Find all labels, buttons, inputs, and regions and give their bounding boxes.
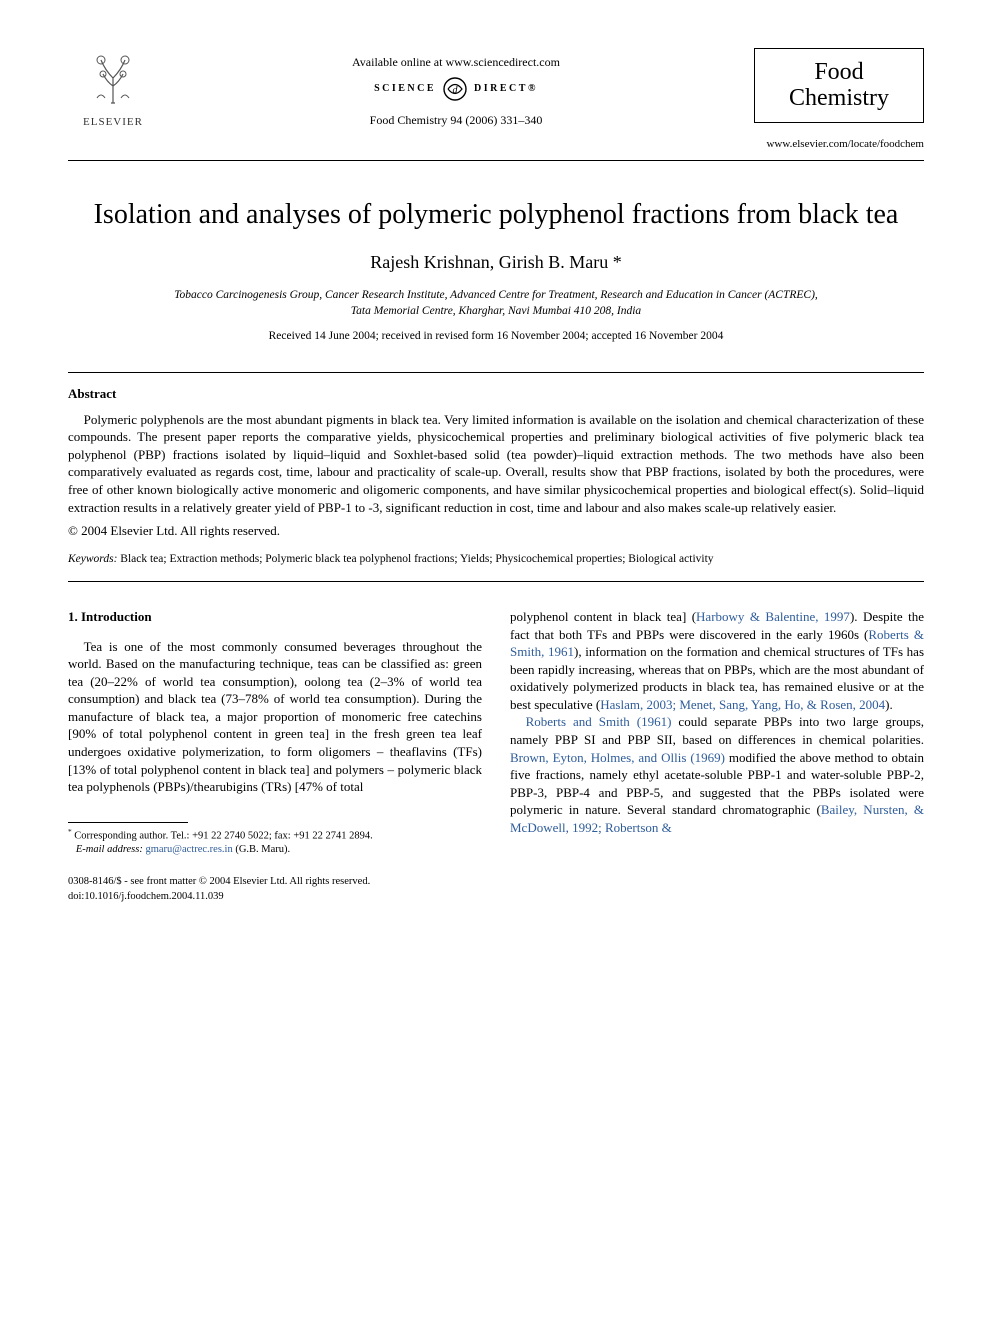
header-center: Available online at www.sciencedirect.co… <box>158 48 754 128</box>
publisher-label: ELSEVIER <box>68 115 158 130</box>
available-online-text: Available online at www.sciencedirect.co… <box>158 54 754 70</box>
paper-title: Isolation and analyses of polymeric poly… <box>68 197 924 232</box>
publisher-logo-block: ELSEVIER <box>68 48 158 129</box>
keywords-line: Keywords: Black tea; Extraction methods;… <box>68 552 924 568</box>
affiliation-line2: Tata Memorial Centre, Kharghar, Navi Mum… <box>351 305 641 317</box>
body-columns: 1. Introduction Tea is one of the most c… <box>68 608 924 857</box>
section-1-heading: 1. Introduction <box>68 608 482 626</box>
email-tail: (G.B. Maru). <box>233 844 290 855</box>
journal-title-line1: Food <box>761 59 917 85</box>
affiliation: Tobacco Carcinogenesis Group, Cancer Res… <box>68 287 924 319</box>
sciencedirect-wordmark: SCIENCE d DIRECT® <box>158 76 754 102</box>
header-rule <box>68 160 924 161</box>
r1a: polyphenol content in black tea] ( <box>510 609 696 624</box>
keywords-text: Black tea; Extraction methods; Polymeric… <box>117 553 713 565</box>
svg-text:d: d <box>453 85 459 96</box>
journal-locate-url: www.elsevier.com/locate/foodchem <box>68 137 924 152</box>
journal-title-box: Food Chemistry <box>754 48 924 123</box>
doi-line: doi:10.1016/j.foodchem.2004.11.039 <box>68 890 924 904</box>
abstract-top-rule <box>68 372 924 373</box>
corr-author-text: Corresponding author. Tel.: +91 22 2740 … <box>74 830 372 841</box>
corresponding-author-footnote: * Corresponding author. Tel.: +91 22 274… <box>68 827 482 844</box>
journal-header: ELSEVIER Available online at www.science… <box>68 48 924 129</box>
sd-left: SCIENCE <box>374 82 436 96</box>
article-dates: Received 14 June 2004; received in revis… <box>68 329 924 345</box>
journal-box-wrap: Food Chemistry <box>754 48 924 123</box>
affiliation-line1: Tobacco Carcinogenesis Group, Cancer Res… <box>174 289 818 301</box>
abstract-heading: Abstract <box>68 385 924 403</box>
authors: Rajesh Krishnan, Girish B. Maru * <box>68 250 924 274</box>
email-footnote: E-mail address: gmaru@actrec.res.in (G.B… <box>68 843 482 857</box>
ref-roberts-1961b[interactable]: Roberts and Smith (1961) <box>526 714 672 729</box>
sciencedirect-swirl-icon: d <box>442 76 468 102</box>
corr-star-icon: * <box>68 827 72 836</box>
r1d: ). <box>885 697 893 712</box>
journal-title-line2: Chemistry <box>761 85 917 111</box>
intro-paragraph-right-2: Roberts and Smith (1961) could separate … <box>510 713 924 836</box>
ref-harbowy[interactable]: Harbowy & Balentine, 1997 <box>696 609 850 624</box>
email-label: E-mail address: <box>76 844 143 855</box>
keywords-label: Keywords: <box>68 553 117 565</box>
right-column: polyphenol content in black tea] (Harbow… <box>510 608 924 857</box>
footer-meta: 0308-8146/$ - see front matter © 2004 El… <box>68 875 924 903</box>
abstract-body: Polymeric polyphenols are the most abund… <box>68 411 924 516</box>
left-column: 1. Introduction Tea is one of the most c… <box>68 608 482 857</box>
abstract-copyright: © 2004 Elsevier Ltd. All rights reserved… <box>68 522 924 540</box>
email-link[interactable]: gmaru@actrec.res.in <box>145 844 232 855</box>
footnote-rule <box>68 822 188 823</box>
ref-brown-1969[interactable]: Brown, Eyton, Holmes, and Ollis (1969) <box>510 750 725 765</box>
intro-paragraph-right-1: polyphenol content in black tea] (Harbow… <box>510 608 924 713</box>
ref-haslam-menet[interactable]: Haslam, 2003; Menet, Sang, Yang, Ho, & R… <box>600 697 885 712</box>
elsevier-tree-icon <box>83 48 143 108</box>
intro-paragraph-left: Tea is one of the most commonly consumed… <box>68 638 482 796</box>
sd-right: DIRECT® <box>474 82 538 96</box>
abstract-bottom-rule <box>68 581 924 582</box>
journal-reference: Food Chemistry 94 (2006) 331–340 <box>158 112 754 128</box>
front-matter-line: 0308-8146/$ - see front matter © 2004 El… <box>68 875 924 889</box>
